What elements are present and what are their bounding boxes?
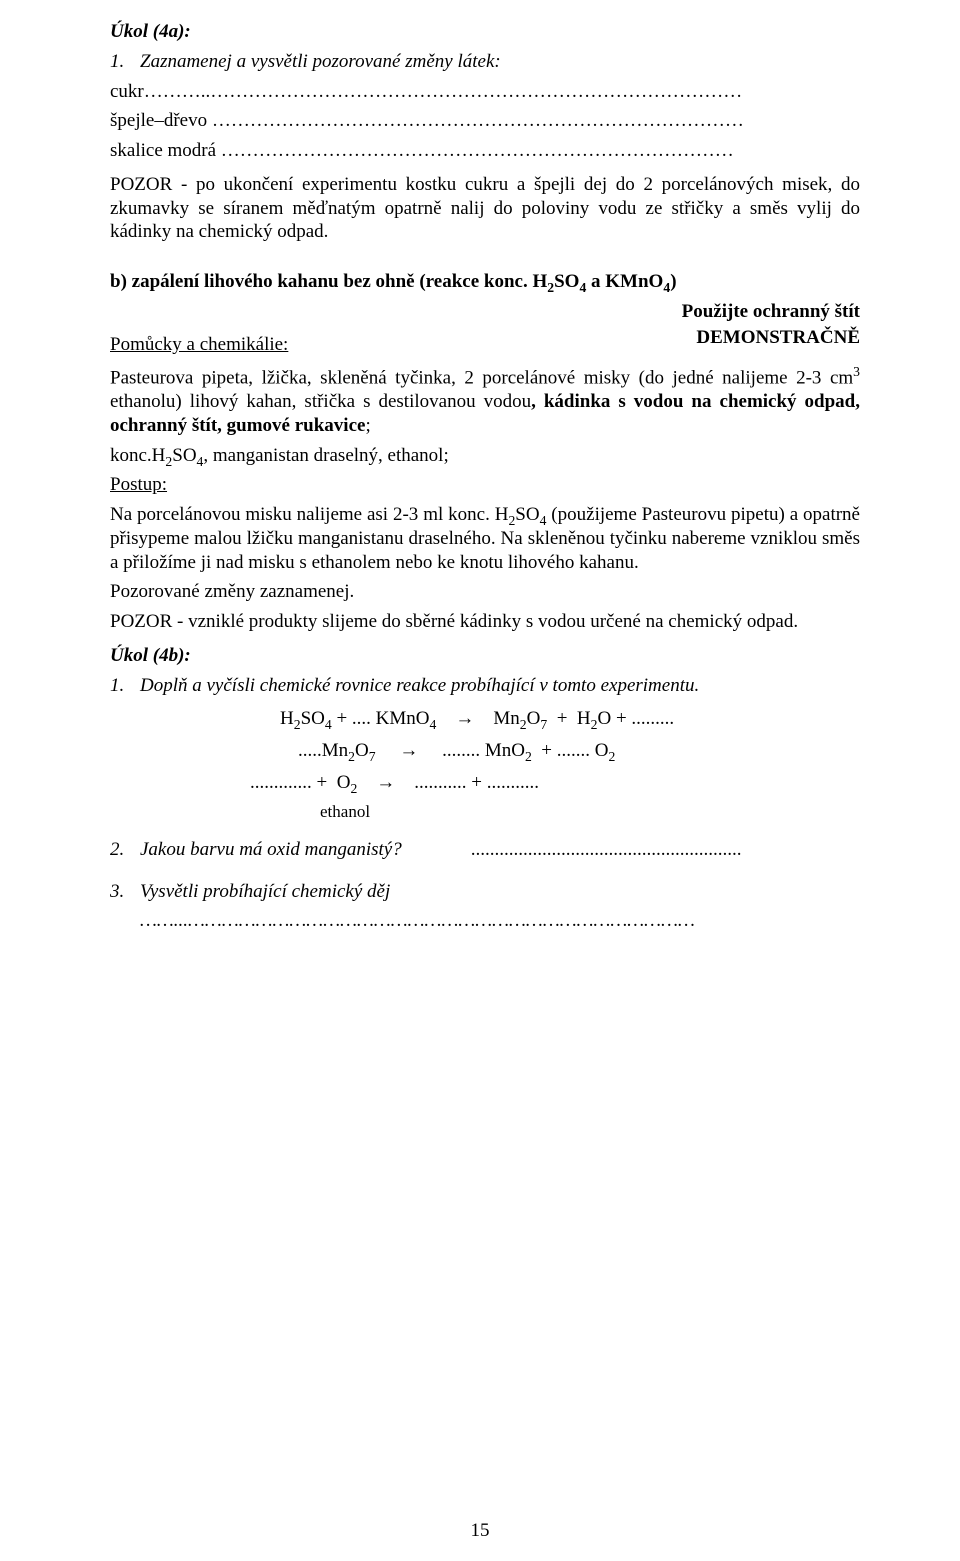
pomucky-text-b: ethanolu) lihový kahan, střička s destil…	[110, 391, 531, 412]
equation-2: .....Mn2O7 → ........ MnO2 + ....... O2	[298, 739, 860, 763]
page-number: 15	[0, 1519, 960, 1543]
task4a-item1-text: Zaznamenej a vysvětli pozorované změny l…	[140, 50, 860, 74]
postup-p1: Na porcelánovou misku nalijeme asi 2-3 m…	[110, 503, 860, 574]
postup-label: Postup:	[110, 473, 860, 497]
postup-p2: Pozorované změny zaznamenej.	[110, 580, 860, 604]
chem-line: konc.H2SO4, manganistan draselný, ethano…	[110, 444, 860, 468]
observation-line-spejle: špejle–dřevo …………………………………………………………………………	[110, 109, 860, 133]
task4b-item3-text: Vysvětli probíhající chemický děj	[140, 880, 860, 904]
ethanol-label: ethanol	[320, 801, 860, 822]
section-b-right1: Použijte ochranný štít	[110, 300, 860, 324]
postup-1b: SO	[515, 504, 539, 525]
equation-3: ............. + O2 → ........... + .....…	[250, 771, 860, 795]
task4b-heading: Úkol (4b):	[110, 644, 860, 668]
pomucky-text: Pasteurova pipeta, lžička, skleněná tyči…	[110, 363, 860, 438]
task4a-heading: Úkol (4a):	[110, 20, 860, 44]
task4b-item2-dots: ........................................…	[471, 839, 742, 860]
task4b-item3: 3. Vysvětli probíhající chemický děj	[110, 880, 860, 904]
section-b-title: b) zapálení lihového kahanu bez ohně (re…	[110, 270, 860, 294]
task4b-item3-num: 3.	[110, 880, 128, 904]
task4b-item3-dots: ……...………………………………………………………………………………	[140, 909, 860, 933]
postup-p3: POZOR - vzniklé produkty slijeme do sběr…	[110, 610, 860, 634]
observation-line-cukr: cukr………..…………………………………………………………………………	[110, 80, 860, 104]
chem-line-so: SO	[172, 445, 196, 466]
task4b-item2: 2. Jakou barvu má oxid manganistý? .....…	[110, 838, 860, 862]
sup-3: 3	[853, 364, 860, 379]
task4b-item2-num: 2.	[110, 838, 128, 862]
semicolon: ;	[365, 415, 370, 436]
chem-line-rest: , manganistan draselný, ethanol;	[203, 445, 448, 466]
section-b-title-close: )	[670, 271, 676, 292]
task4b-item1-num: 1.	[110, 674, 128, 698]
section-b-title-after: a KMnO	[586, 271, 663, 292]
task4a-pozor: POZOR - po ukončení experimentu kostku c…	[110, 173, 860, 244]
section-b-title-pre: b) zapálení lihového kahanu bez ohně (re…	[110, 271, 547, 292]
observation-line-skalice: skalice modrá ………………………………………………………………………	[110, 139, 860, 163]
task4b-item1: 1. Doplň a vyčísli chemické rovnice reak…	[110, 674, 860, 698]
chem-line-pre: konc.H	[110, 445, 165, 466]
task4b-item1-text: Doplň a vyčísli chemické rovnice reakce …	[140, 674, 860, 698]
pomucky-text-a: Pasteurova pipeta, lžička, skleněná tyči…	[110, 367, 853, 388]
task4b-item2-text: Jakou barvu má oxid manganistý?	[140, 839, 402, 860]
task4a-item1-num: 1.	[110, 50, 128, 74]
section-b-title-mid: SO	[554, 271, 579, 292]
document-page: Úkol (4a): 1. Zaznamenej a vysvětli pozo…	[0, 0, 960, 1561]
equation-1: H2SO4 + .... KMnO4 → Mn2O7 + H2O + .....…	[280, 707, 860, 731]
task4b-item2-row: Jakou barvu má oxid manganistý? ........…	[140, 838, 860, 862]
postup-1a: Na porcelánovou misku nalijeme asi 2-3 m…	[110, 504, 508, 525]
task4a-item1: 1. Zaznamenej a vysvětli pozorované změn…	[110, 50, 860, 74]
pomucky-bold: gumové rukavice	[227, 415, 366, 436]
